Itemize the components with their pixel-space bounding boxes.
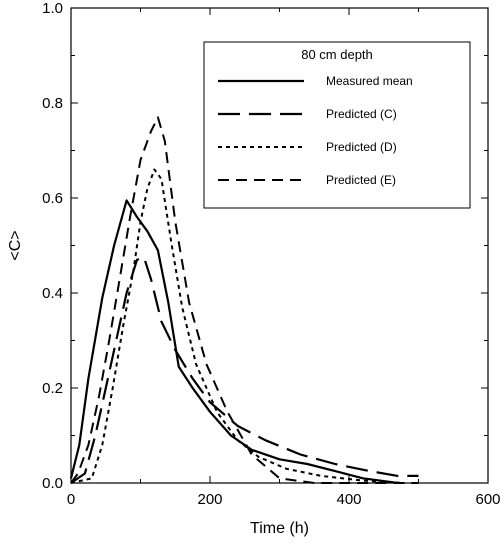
legend-label: Predicted (D)	[326, 140, 397, 154]
legend-title: 80 cm depth	[301, 47, 373, 62]
series-line-predicted-c	[70, 256, 419, 484]
x-axis-title: Time (h)	[250, 520, 309, 537]
y-axis-title: <C>	[7, 230, 24, 260]
legend-label: Predicted (C)	[326, 107, 397, 121]
y-tick-label: 0.2	[42, 380, 63, 397]
y-tick-label: 0.0	[42, 475, 63, 492]
y-tick-label: 0.8	[42, 95, 63, 112]
y-tick-label: 1.0	[42, 0, 63, 17]
x-tick-label: 0	[67, 491, 75, 508]
x-tick-label: 400	[336, 491, 361, 508]
legend-label: Predicted (E)	[326, 173, 396, 187]
x-tick-label: 200	[197, 491, 222, 508]
series-line-measured-mean	[69, 199, 398, 485]
legend-box	[203, 41, 471, 209]
series-line-predicted-e	[70, 116, 419, 484]
y-tick-label: 0.6	[42, 190, 63, 207]
x-tick-label: 600	[475, 491, 500, 508]
y-tick-label: 0.4	[42, 285, 63, 302]
legend-label: Measured mean	[326, 74, 413, 88]
